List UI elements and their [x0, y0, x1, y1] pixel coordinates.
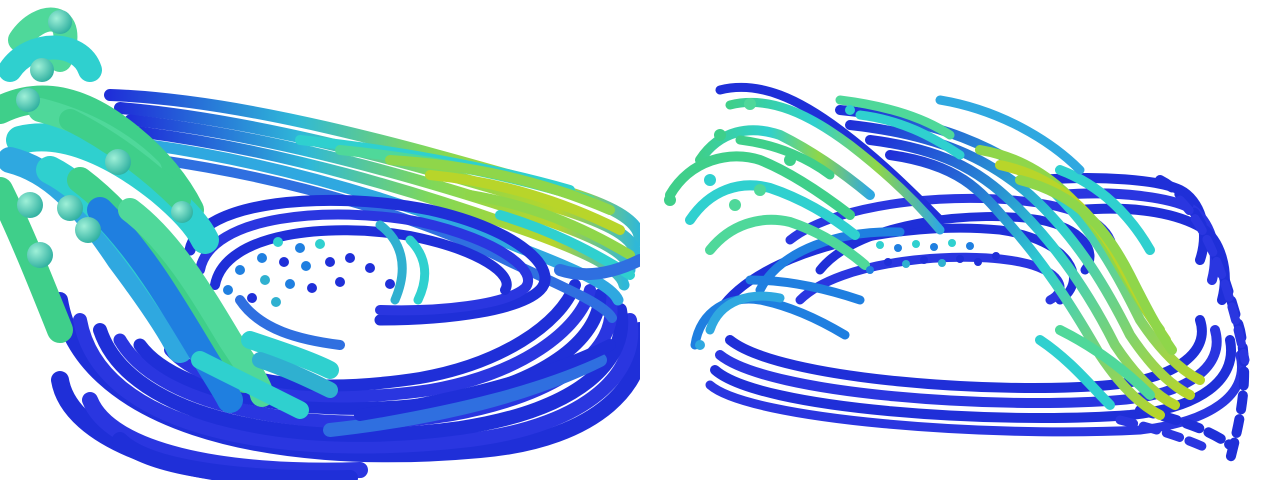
streamtubes-overview	[664, 82, 1250, 465]
tube-group-upper-sweep	[104, 89, 640, 323]
view-close-up	[0, 7, 640, 480]
streamtubes-close-up	[0, 7, 640, 480]
tube-group-inner-loops	[184, 194, 640, 350]
tube-end-caps	[16, 10, 193, 268]
view-overview	[640, 0, 1280, 480]
tube-group-left-curls	[665, 82, 965, 350]
tube-cross-section-dots	[223, 237, 395, 307]
tube-cross-section-dots	[866, 239, 1000, 274]
tube-end-caps	[664, 98, 855, 350]
tube-group-right-dashes	[1115, 175, 1250, 465]
